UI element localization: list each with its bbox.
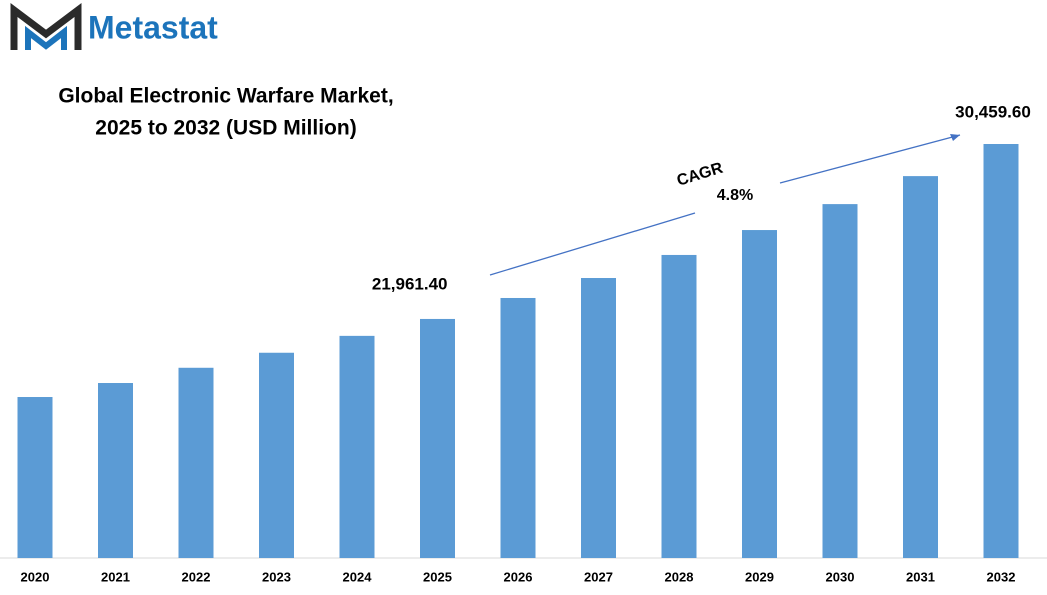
cagr-arrow xyxy=(779,134,961,184)
bar xyxy=(259,352,294,558)
bar xyxy=(581,278,616,558)
annotation: 4.8% xyxy=(717,187,753,204)
annotation: CAGR xyxy=(675,160,725,190)
bar xyxy=(98,383,133,558)
value-label: 21,961.40 xyxy=(372,274,448,293)
bar xyxy=(17,397,53,558)
x-tick-label: 2031 xyxy=(906,569,935,584)
value-label: 30,459.60 xyxy=(955,102,1031,121)
logo-text: Metastat xyxy=(88,9,218,45)
x-tick-label: 2023 xyxy=(262,569,291,584)
x-tick-label: 2029 xyxy=(745,569,774,584)
x-tick-label: 2026 xyxy=(504,569,533,584)
x-tick-label: 2020 xyxy=(21,569,50,584)
logo-icon xyxy=(10,3,82,50)
bar xyxy=(500,297,536,558)
bar xyxy=(903,176,938,558)
x-tick-label: 2021 xyxy=(101,569,130,584)
x-tick-label: 2027 xyxy=(584,569,613,584)
x-tick-label: 2025 xyxy=(423,569,452,584)
cagr-arrow xyxy=(489,212,696,276)
x-tick-label: 2024 xyxy=(343,569,373,584)
bar xyxy=(178,367,214,558)
arrow-head xyxy=(950,134,960,141)
bar xyxy=(822,204,858,559)
bar xyxy=(420,318,455,558)
bar xyxy=(983,144,1019,558)
x-tick-label: 2028 xyxy=(665,569,694,584)
chart-title: 2025 to 2032 (USD Million) xyxy=(95,117,356,140)
chart-title: Global Electronic Warfare Market, xyxy=(58,85,393,108)
x-tick-label: 2032 xyxy=(987,569,1016,584)
x-tick-label: 2022 xyxy=(182,569,211,584)
x-tick-label: 2030 xyxy=(826,569,855,584)
bar xyxy=(339,335,375,558)
bar xyxy=(661,254,697,559)
bar xyxy=(742,230,777,558)
